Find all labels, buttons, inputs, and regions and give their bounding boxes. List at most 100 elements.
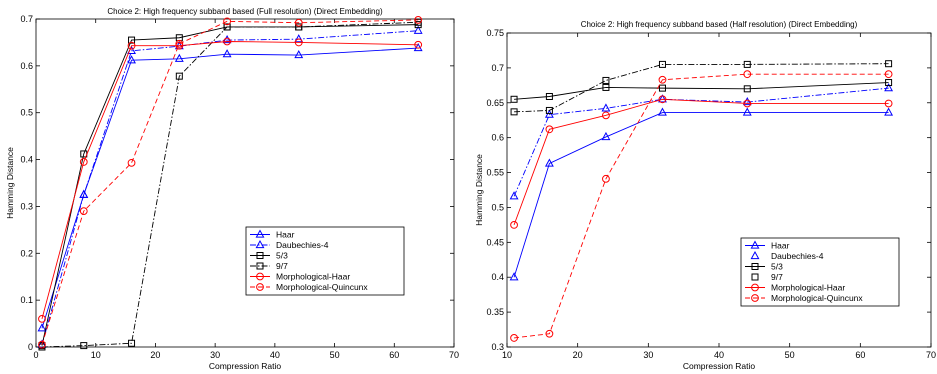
- data-point: [601, 131, 611, 141]
- y-tick-label: 0.5: [491, 202, 504, 212]
- data-point: [658, 84, 666, 92]
- data-point: [544, 158, 554, 167]
- y-tick-label: 0.4: [20, 155, 33, 165]
- y-tick-label: 0.35: [486, 307, 504, 317]
- data-point: [885, 79, 893, 87]
- data-point: [509, 272, 519, 281]
- data-point: [294, 38, 303, 47]
- x-axis-label: Compression Ratio: [209, 361, 282, 371]
- x-tick-label: 60: [389, 350, 399, 360]
- data-point: [79, 207, 88, 216]
- data-point: [658, 60, 666, 68]
- y-tick-label: 0.65: [486, 98, 504, 108]
- legend-label: Haar: [771, 241, 790, 251]
- data-point: [175, 72, 183, 80]
- x-tick-label: 30: [643, 350, 653, 360]
- x-tick-label: 40: [714, 350, 724, 360]
- y-axis-label: Hamming Distance: [5, 147, 15, 219]
- legend-label: Haar: [276, 230, 295, 240]
- legend-label: 5/3: [276, 251, 288, 261]
- data-point: [743, 60, 751, 68]
- y-tick-label: 0.5: [20, 108, 33, 118]
- y-tick-label: 0.3: [20, 201, 33, 211]
- y-tick-label: 0.1: [20, 295, 33, 305]
- series-line: [41, 41, 419, 320]
- series-morphological-quincunx: [38, 16, 423, 349]
- x-tick-label: 20: [573, 350, 583, 360]
- data-point: [545, 329, 554, 338]
- data-point: [294, 34, 304, 43]
- legend-label: 9/7: [771, 272, 783, 282]
- data-point: [80, 342, 88, 350]
- x-tick-label: 10: [91, 350, 101, 360]
- data-point: [510, 334, 518, 342]
- data-point: [222, 35, 232, 44]
- data-point: [222, 49, 232, 58]
- data-point: [38, 314, 46, 323]
- y-tick-label: 0.6: [20, 61, 33, 71]
- data-point: [413, 25, 423, 34]
- x-tick-label: 30: [210, 350, 220, 360]
- series-line: [41, 19, 419, 345]
- legend-marker: [750, 240, 760, 249]
- data-point: [175, 39, 184, 48]
- data-point: [658, 95, 667, 104]
- data-point: [295, 23, 303, 31]
- series-line: [514, 73, 889, 339]
- data-point: [128, 36, 136, 44]
- data-point: [884, 107, 894, 116]
- legend-marker: [751, 283, 759, 292]
- data-point: [742, 97, 752, 106]
- series-5-3: [510, 79, 893, 103]
- series-line: [41, 21, 419, 348]
- y-tick-label: 0.6: [491, 133, 504, 143]
- data-point: [127, 55, 136, 64]
- data-point: [884, 83, 894, 92]
- legend-marker: [751, 263, 759, 270]
- y-tick-label: 0.7: [491, 63, 504, 73]
- legend-label: Morphological-Quincunx: [771, 293, 863, 303]
- legend-marker: [750, 250, 760, 260]
- data-point: [743, 70, 752, 79]
- series-9-7: [38, 18, 422, 351]
- y-tick-label: 0.4: [491, 272, 504, 282]
- series-line: [513, 98, 889, 226]
- series-line: [513, 112, 889, 278]
- chart-1: 0 10 20 30 40 50 60 70 0 0.1 0.2 0.3 0.4 0.5 0.6 0.7 Cho…: [5, 7, 459, 371]
- x-tick-label: 70: [449, 350, 459, 360]
- legend: HaarDaubechies-45/39/7Morphological-Haar…: [245, 226, 405, 296]
- legend: HaarDaubechies-45/39/7Morphological-Haar…: [740, 237, 900, 307]
- data-point: [414, 16, 423, 24]
- plot-frame: [35, 18, 455, 348]
- series-line: [41, 47, 419, 329]
- legend-marker: [256, 272, 264, 281]
- series-line: [41, 24, 419, 346]
- data-point: [742, 107, 752, 116]
- y-tick-label: 0.7: [20, 14, 33, 24]
- x-tick-label: 40: [270, 350, 280, 360]
- chart-title: Choice 2: High frequency subband based (…: [107, 7, 383, 16]
- data-point: [658, 94, 667, 103]
- data-point: [223, 17, 231, 26]
- y-tick-label: 0.45: [486, 237, 504, 247]
- data-point: [602, 83, 610, 91]
- data-point: [174, 53, 184, 62]
- data-point: [509, 191, 519, 200]
- chart-title: Choice 2: High frequency subband based (…: [581, 20, 858, 29]
- x-tick-label: 50: [785, 350, 795, 360]
- data-point: [602, 76, 610, 84]
- series-morphological-haar: [510, 95, 893, 229]
- x-axis-label: Compression Ratio: [683, 361, 756, 371]
- data-point: [510, 108, 518, 116]
- data-point: [128, 339, 136, 347]
- series-9-7: [510, 60, 893, 116]
- data-point: [127, 41, 136, 50]
- legend-label: Daubechies-4: [771, 251, 824, 261]
- x-tick-label: 50: [330, 350, 340, 360]
- data-point: [223, 37, 231, 46]
- data-point: [658, 107, 667, 116]
- data-point: [294, 18, 303, 27]
- legend-label: Morphological-Haar: [771, 283, 845, 293]
- legend-label: Morphological-Quincunx: [276, 282, 368, 292]
